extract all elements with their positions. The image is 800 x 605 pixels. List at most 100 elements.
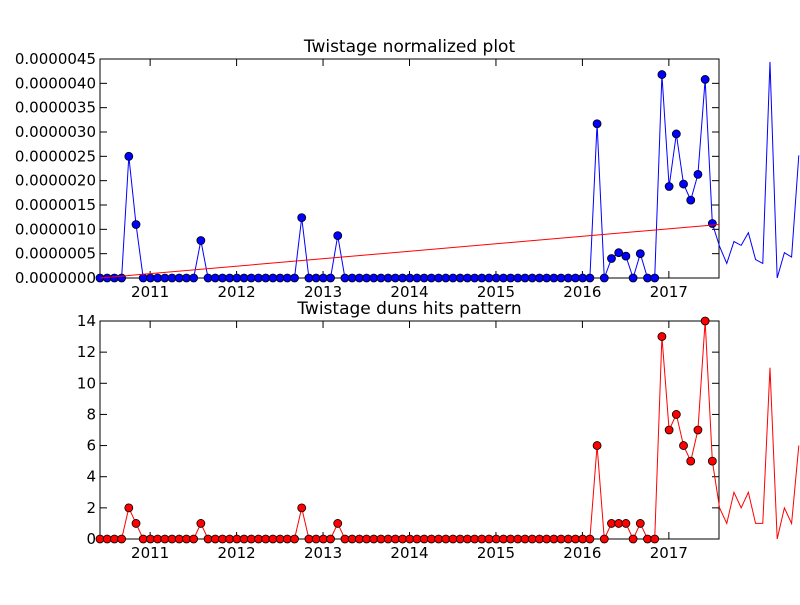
data-point [542,534,552,544]
data-point [671,129,681,139]
data-point [160,273,170,283]
data-point [599,273,609,283]
y-tick-label: 2 [86,499,96,517]
data-point [340,534,350,544]
y-tick-label: 0.0000000 [15,269,96,287]
data-point [592,119,602,129]
data-point [268,273,278,283]
data-point [354,273,364,283]
data-point [160,534,170,544]
trend-line [99,223,720,279]
data-point [246,273,256,283]
data-point [182,273,191,283]
data-point [232,273,242,283]
data-point [426,534,436,544]
chart-title: Twistage normalized plot [303,37,516,57]
data-point [448,273,458,283]
data-point [643,273,652,283]
data-point [232,534,242,544]
data-point [571,273,580,283]
data-point [571,534,580,544]
y-tick-label: 0.0000035 [15,99,96,117]
data-point [182,534,191,544]
data-point [390,534,400,544]
x-tick-label: 2017 [650,283,688,301]
data-point [535,273,544,283]
data-point [426,273,436,283]
data-point [463,273,472,283]
data-point [203,534,213,544]
data-point [607,254,616,263]
data-point [225,534,235,544]
data-point [491,534,501,544]
data-point [254,534,263,544]
data-point [693,425,703,435]
data-point [412,273,422,283]
data-point [614,519,624,528]
data-point [268,534,278,544]
data-point [261,534,271,544]
x-tick-label: 2011 [131,544,169,562]
data-point [304,534,314,544]
data-point [542,273,552,283]
data-point [167,534,177,544]
x-tick-label: 2014 [390,283,428,301]
data-point [693,169,703,179]
y-tick-label: 6 [86,437,96,455]
data-point [686,456,696,466]
data-point [621,251,631,261]
data-point [448,534,458,544]
y-tick-label: 0.0000015 [15,196,96,214]
y-tick-label: 14 [77,312,96,330]
data-point [174,534,184,544]
data-point [239,534,249,544]
data-point [110,273,119,283]
data-point [506,534,516,544]
data-point [643,534,652,544]
data-point [650,534,660,544]
data-point [282,273,292,283]
data-point [398,273,407,283]
data-point [578,534,588,544]
data-point [578,273,588,283]
data-point [455,534,465,544]
data-point [405,534,415,544]
data-point [585,534,595,544]
data-point [261,273,271,283]
data-point [592,441,602,450]
data-point [707,219,717,228]
y-tick-label: 8 [86,405,96,423]
data-point [210,534,220,544]
data-point [174,273,184,283]
data-point [477,273,487,283]
data-point [347,273,357,283]
data-point [196,236,206,245]
x-tick-label: 2013 [304,544,342,562]
data-point [549,534,559,544]
data-point [282,534,292,544]
data-point [506,273,516,283]
data-point [369,534,379,544]
data-point [203,273,213,283]
y-tick-label: 0.0000010 [15,220,96,238]
data-point [671,410,681,419]
x-tick-label: 2012 [218,283,256,301]
data-point [362,273,371,283]
data-point [354,534,364,544]
data-point [210,273,220,283]
data-point [455,273,465,283]
data-point [527,273,537,283]
plot-frame [99,320,720,540]
data-point [635,519,645,528]
data-point [290,534,299,544]
data-point [585,273,595,283]
data-point [657,332,667,341]
data-point [376,534,386,544]
data-point [556,273,566,283]
data-point [664,425,674,435]
x-tick-label: 2015 [477,283,515,301]
y-tick-label: 4 [86,468,96,486]
data-point [484,273,494,283]
data-point [549,273,559,283]
